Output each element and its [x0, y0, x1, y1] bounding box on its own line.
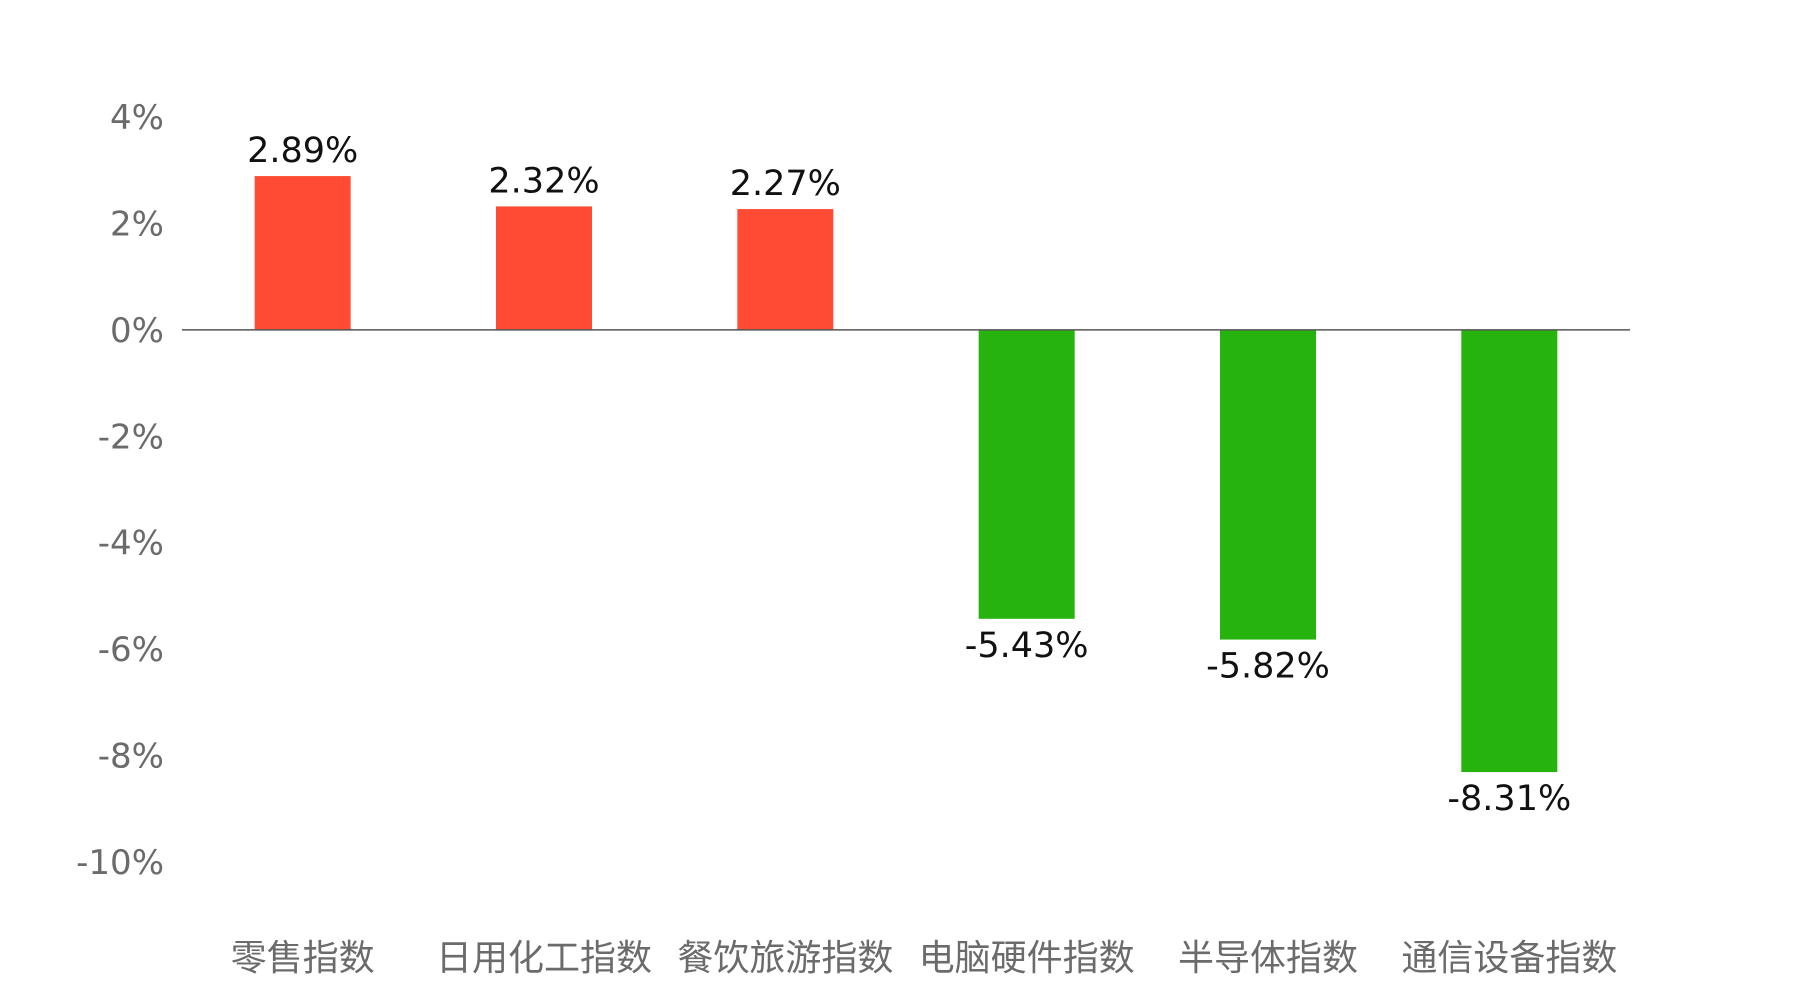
data-label: -5.82% [1206, 647, 1330, 687]
x-category-label: 零售指数 [231, 938, 375, 979]
data-label: 2.89% [247, 131, 358, 171]
data-label: -5.43% [965, 626, 1089, 666]
x-category-label: 通信设备指数 [1401, 938, 1617, 979]
x-category-label: 半导体指数 [1178, 938, 1358, 979]
data-label: 2.32% [488, 161, 599, 201]
x-category-label: 电脑硬件指数 [919, 938, 1135, 979]
y-tick-label: -8% [98, 737, 164, 777]
bar-3 [737, 209, 834, 330]
bar-2 [496, 206, 592, 330]
y-tick-label: -2% [98, 417, 164, 457]
y-axis: 4% 2% 0% -2% -4% -6% -8% -10% [76, 98, 164, 883]
data-label: 2.27% [730, 164, 841, 204]
bar-4 [978, 329, 1075, 619]
bar-5 [1220, 329, 1316, 640]
x-axis: 零售指数 日用化工指数 餐饮旅游指数 电脑硬件指数 半导体指数 通信设备指数 [231, 938, 1618, 979]
y-tick-label: 2% [110, 204, 164, 244]
data-labels: 2.89% 2.32% 2.27% -5.43% -5.82% -8.31% [247, 131, 1571, 819]
y-tick-label: -10% [76, 843, 164, 883]
y-tick-label: -4% [98, 524, 164, 564]
y-tick-label: -6% [98, 630, 164, 670]
data-label: -8.31% [1447, 779, 1571, 819]
bars [254, 176, 1558, 773]
y-tick-label: 4% [110, 98, 164, 138]
y-tick-label: 0% [110, 311, 164, 351]
bar-1 [254, 176, 351, 330]
x-category-label: 餐饮旅游指数 [677, 938, 893, 979]
x-category-label: 日用化工指数 [436, 938, 652, 979]
bar-6 [1461, 329, 1558, 773]
